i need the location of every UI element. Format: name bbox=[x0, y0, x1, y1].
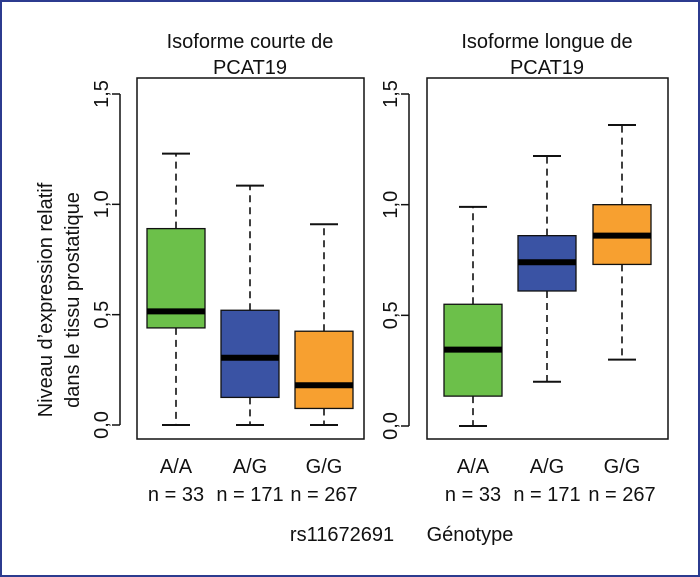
panel-short-title-line2: PCAT19 bbox=[213, 57, 287, 79]
panel-short-y-tick-label: 1,0 bbox=[91, 190, 113, 218]
panel-long-y-tick-label: 0,5 bbox=[380, 301, 402, 329]
x-axis-genotype-label: Génotype bbox=[427, 524, 514, 546]
y-axis-label-line1: Niveau d’expression relatif bbox=[35, 182, 57, 417]
panel-short-n-ag: n = 171 bbox=[216, 484, 283, 506]
panel-long-y-tick-label: 1,0 bbox=[380, 191, 402, 219]
x-axis-snp-label: rs11672691 bbox=[290, 524, 394, 546]
panel-short-y-tick-label: 0,0 bbox=[91, 411, 113, 439]
panel-long-category-ag: A/G bbox=[530, 456, 564, 478]
panel-short-category-ag: A/G bbox=[233, 456, 267, 478]
panel-long-plot-frame bbox=[426, 77, 669, 440]
panel-short-box-ag bbox=[220, 309, 280, 399]
panel-short-category-gg: G/G bbox=[306, 456, 343, 478]
panel-short-box-gg bbox=[294, 330, 354, 410]
panel-short-title-line1: Isoforme courte de bbox=[167, 31, 334, 53]
panel-long-y-tick-label: 1,5 bbox=[380, 80, 402, 108]
panel-short-n-aa: n = 33 bbox=[148, 484, 204, 506]
panel-short-y-tick-label: 1,5 bbox=[91, 80, 113, 108]
panel-long-title-line1: Isoforme longue de bbox=[461, 31, 632, 53]
panel-short-n-gg: n = 267 bbox=[290, 484, 357, 506]
panel-long-title-line2: PCAT19 bbox=[510, 57, 584, 79]
y-axis-label-line2: dans le tissu prostatique bbox=[62, 192, 84, 408]
panel-short-plot-frame bbox=[136, 77, 365, 440]
panel-long-n-aa: n = 33 bbox=[445, 484, 501, 506]
panel-long-category-aa: A/A bbox=[457, 456, 490, 478]
panel-long-isoform: Isoforme longue de PCAT19 0,0 0,5 1,0 1,5 A… bbox=[380, 31, 669, 506]
panel-long-n-ag: n = 171 bbox=[513, 484, 580, 506]
panel-long-n-gg: n = 267 bbox=[588, 484, 655, 506]
panel-short-category-aa: A/A bbox=[160, 456, 193, 478]
panel-long-y-tick-label: 0,0 bbox=[380, 412, 402, 440]
panel-short-y-tick-label: 0,5 bbox=[91, 301, 113, 329]
panel-long-category-gg: G/G bbox=[604, 456, 641, 478]
panel-short-isoform: Isoforme courte de PCAT19 0,0 0,5 1,0 1,5 A… bbox=[91, 31, 365, 506]
